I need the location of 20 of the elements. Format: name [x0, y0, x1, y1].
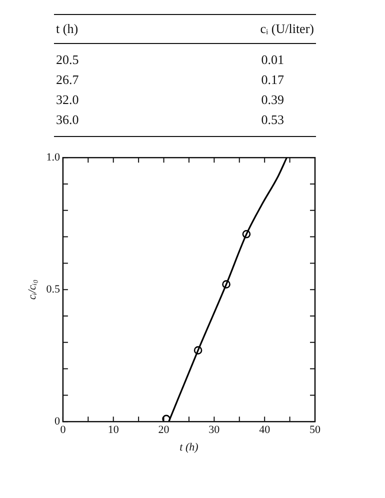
text: cᵢ (U/liter)	[136, 14, 316, 44]
x-tick-label: 40	[259, 424, 271, 436]
y-tick-label: 0.5	[46, 283, 60, 296]
data-label: 0.17	[260, 71, 285, 89]
x-axis-title: t (h)	[180, 441, 199, 454]
y-axis-title: cᵢ/cᵢ₀	[26, 279, 38, 300]
data-label: 0.01	[260, 51, 285, 69]
y-tick-label: 1.0	[46, 151, 60, 164]
y-tick-label: 0	[54, 415, 60, 428]
x-tick-label: 10	[108, 424, 120, 436]
data-label: 0.53	[136, 110, 316, 136]
x-tick-label: 20	[158, 424, 170, 436]
category-label: 26.7	[55, 71, 80, 89]
category-label: 36.0	[54, 110, 137, 136]
category-label: 20.5	[55, 51, 80, 69]
x-tick-label: 50	[310, 424, 321, 436]
text: t (h)	[54, 14, 137, 44]
category-label: 32.0	[55, 91, 80, 109]
data-label: 0.39	[260, 91, 285, 109]
x-tick-label: 30	[208, 424, 220, 436]
